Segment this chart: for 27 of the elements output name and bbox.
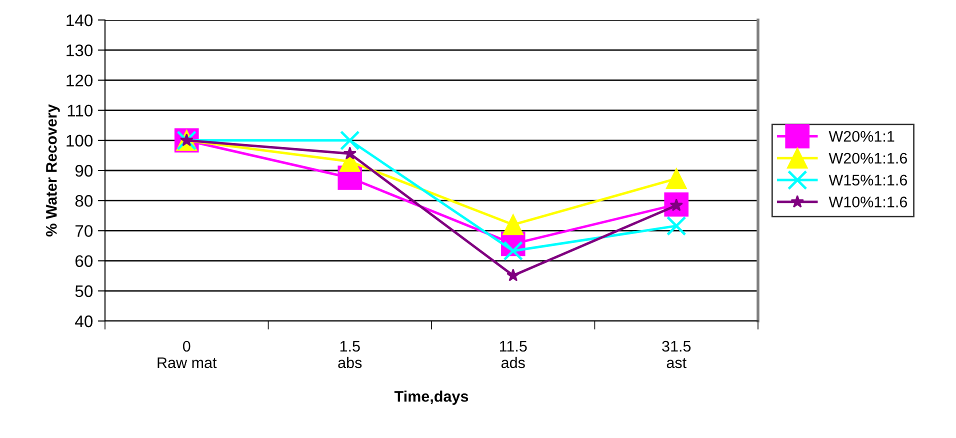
y-axis-title: % Water Recovery [46,104,60,236]
legend-label: W20%1:1 [828,130,894,142]
x-tick-label: 1.5 abs [338,341,362,368]
point [666,168,687,190]
y-tick-label: 120 [66,74,93,86]
y-tick-label: 130 [66,44,93,56]
legend-label: W10%1:1.6 [828,196,907,208]
y-tick-label: 140 [66,14,93,26]
point [502,214,524,236]
x-tick-label: 11.5 ads [500,341,527,368]
y-tick-label: 90 [75,164,93,177]
legend-label: W20%1:1.6 [828,152,907,164]
x-tick-label: 0 Raw mat [158,340,217,368]
y-tick-label: 60 [76,255,93,268]
point [343,146,357,160]
point [340,130,360,150]
y-tick-label: 50 [75,285,93,298]
y-tick-label: 70 [76,225,93,237]
y-tick-label: 110 [68,104,93,117]
y-tick-label: 80 [75,195,93,207]
x-axis-title: Time,days [394,390,468,405]
x-tick-label: 31.5 ast [662,340,691,368]
point [666,216,686,236]
y-tick-label: 100 [66,134,93,147]
point [506,268,520,282]
legend-label: W15%1:1.6 [828,174,907,186]
y-tick-label: 40 [75,315,93,328]
